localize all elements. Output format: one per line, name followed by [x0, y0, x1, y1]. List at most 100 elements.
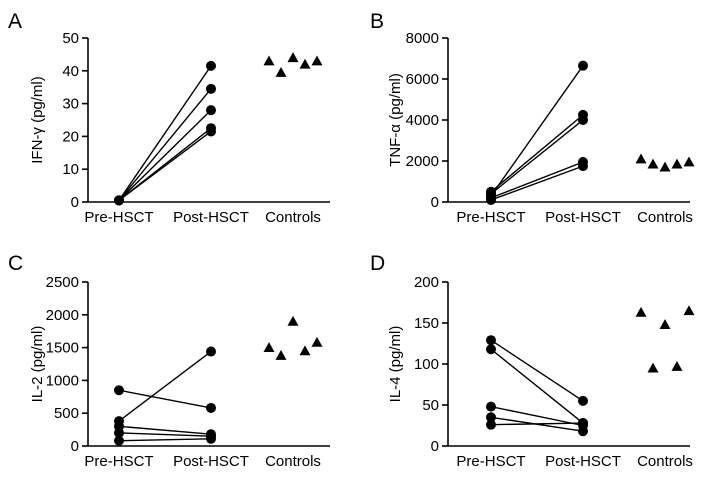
y-axis-label: IL-2 (pg/ml) — [29, 326, 46, 403]
y-tick-label: 1000 — [46, 372, 79, 389]
panel-label: A — [8, 10, 22, 33]
x-tick-label: Post-HSCT — [173, 453, 249, 470]
pre-hsct-point — [114, 427, 124, 438]
y-axis-label: IFN-γ (pg/ml) — [29, 76, 46, 164]
post-hsct-point — [206, 346, 216, 357]
paired-line — [118, 109, 212, 201]
y-tick-label: 500 — [54, 405, 79, 422]
paired-line — [490, 65, 584, 197]
control-point — [659, 319, 671, 330]
pre-hsct-point — [114, 435, 124, 446]
post-hsct-point — [206, 105, 216, 116]
control-point — [287, 315, 299, 326]
x-tick-label: Post-HSCT — [173, 209, 249, 226]
panel-c: C 0 500 1000 1500 2000 2500 IL-2 (pg/ml) Pre-HSC… — [8, 252, 330, 470]
paired-line — [490, 339, 584, 402]
y-tick-label: 0 — [71, 438, 79, 455]
paired-line — [490, 161, 584, 199]
paired-line — [490, 114, 584, 193]
y-tick-label: 2000 — [406, 153, 439, 170]
y-tick-label: 20 — [62, 128, 79, 145]
y-tick-label: 0 — [431, 438, 439, 455]
paired-line — [118, 438, 212, 442]
control-point — [311, 336, 323, 347]
paired-line — [118, 350, 212, 422]
pre-hsct-point — [486, 344, 496, 355]
y-axis-label: TNF-α (pg/ml) — [387, 73, 404, 167]
y-tick-label: 50 — [62, 30, 79, 47]
post-hsct-point — [578, 418, 588, 429]
x-tick-label: Pre-HSCT — [84, 453, 153, 470]
paired-line — [490, 422, 584, 426]
control-point — [287, 52, 299, 63]
paired-line — [118, 425, 212, 435]
panel-label: D — [370, 252, 385, 275]
y-tick-label: 4000 — [406, 112, 439, 129]
paired-line — [118, 389, 212, 409]
control-point — [683, 305, 695, 316]
paired-line — [490, 348, 584, 424]
paired-line — [118, 130, 212, 201]
post-hsct-point — [206, 433, 216, 444]
x-tick-label: Post-HSCT — [545, 453, 621, 470]
paired-line — [118, 432, 212, 437]
post-hsct-point — [206, 60, 216, 71]
control-point — [311, 55, 323, 66]
paired-line — [118, 88, 212, 201]
y-tick-label: 40 — [62, 63, 79, 80]
post-hsct-point — [578, 115, 588, 125]
x-tick-label: Pre-HSCT — [84, 209, 153, 226]
post-hsct-point — [578, 395, 588, 406]
paired-line — [118, 65, 212, 201]
control-point — [683, 156, 695, 167]
pre-hsct-point — [486, 412, 496, 423]
y-tick-label: 150 — [414, 315, 439, 332]
y-tick-label: 30 — [62, 96, 79, 113]
y-tick-label: 2000 — [46, 307, 79, 324]
x-tick-label: Pre-HSCT — [456, 453, 525, 470]
post-hsct-point — [578, 60, 588, 71]
control-point — [275, 349, 287, 360]
control-point — [671, 360, 683, 371]
post-hsct-point — [578, 426, 588, 437]
pre-hsct-point — [114, 195, 124, 206]
x-tick-label: Controls — [265, 209, 321, 226]
y-tick-label: 8000 — [406, 30, 439, 47]
pre-hsct-point — [486, 194, 496, 205]
control-point — [647, 158, 659, 169]
control-point — [263, 342, 275, 352]
pre-hsct-point — [486, 419, 496, 430]
post-hsct-point — [578, 161, 588, 172]
x-tick-label: Controls — [265, 453, 321, 470]
paired-line — [490, 165, 584, 201]
panel-label: C — [8, 252, 23, 275]
y-tick-label: 0 — [431, 194, 439, 211]
y-tick-label: 2500 — [46, 274, 79, 291]
x-tick-label: Pre-HSCT — [456, 209, 525, 226]
panel-a: A 0 10 20 30 40 50 IFN-γ (pg/ml) Pre-HSCT Post-HS… — [8, 10, 330, 226]
y-tick-label: 100 — [414, 356, 439, 373]
control-point — [275, 66, 287, 77]
post-hsct-point — [206, 83, 216, 94]
y-tick-label: 1500 — [46, 340, 79, 357]
pre-hsct-point — [114, 385, 124, 396]
control-point — [671, 158, 683, 169]
x-tick-label: Post-HSCT — [545, 209, 621, 226]
y-tick-label: 50 — [422, 397, 439, 414]
paired-line — [490, 405, 584, 427]
control-point — [299, 58, 311, 69]
paired-line — [490, 119, 584, 195]
control-point — [635, 153, 647, 164]
y-tick-label: 6000 — [406, 71, 439, 88]
x-tick-label: Controls — [637, 453, 693, 470]
pre-hsct-point — [486, 335, 496, 346]
control-point — [647, 362, 659, 373]
y-tick-label: 0 — [71, 194, 79, 211]
control-point — [263, 55, 275, 66]
y-tick-label: 200 — [414, 274, 439, 291]
pre-hsct-point — [486, 401, 496, 412]
post-hsct-point — [206, 402, 216, 413]
y-axis-label: IL-4 (pg/ml) — [387, 326, 404, 403]
panel-label: B — [370, 10, 384, 33]
